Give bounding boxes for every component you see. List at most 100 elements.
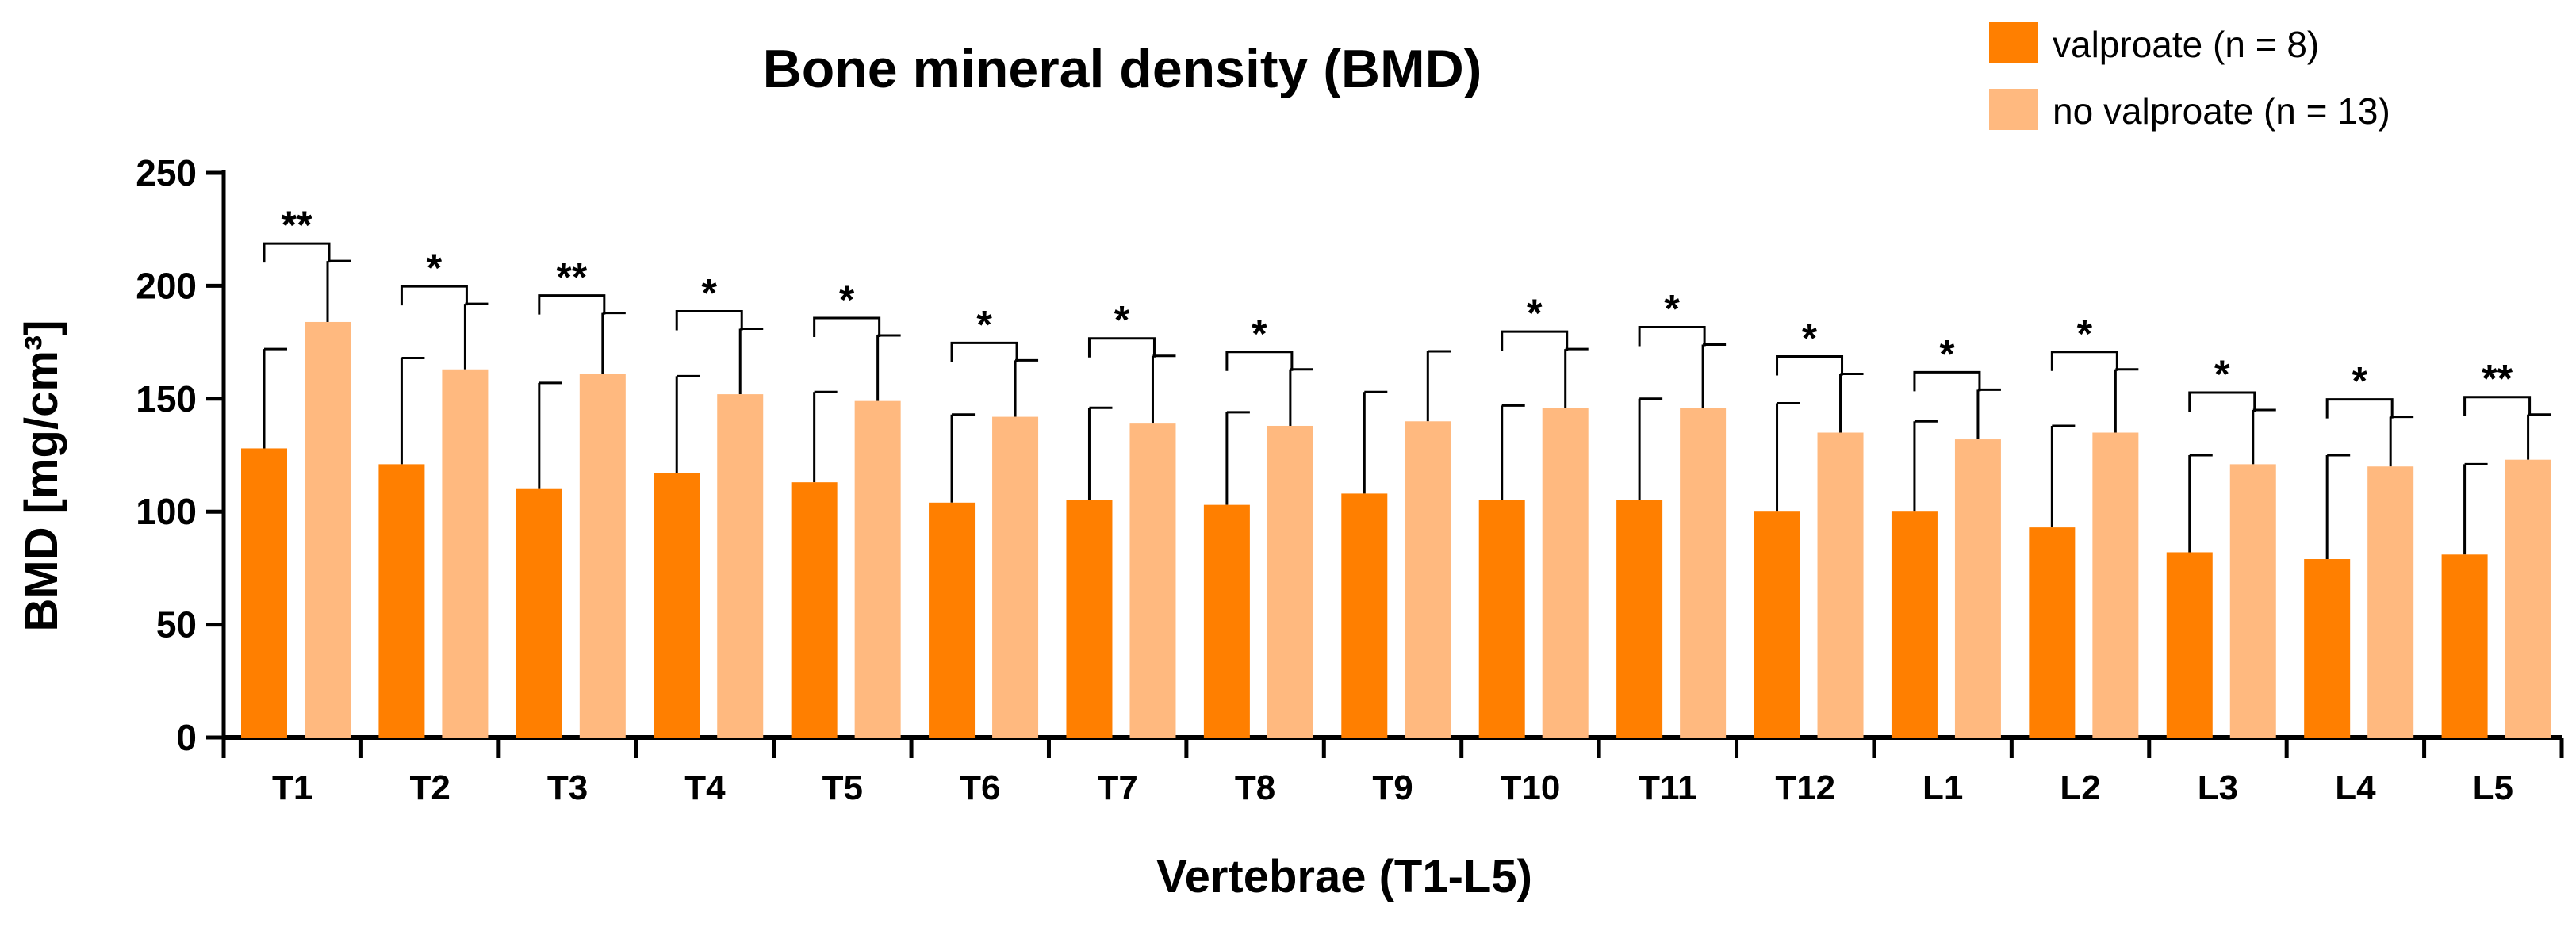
bar-valproate <box>2166 552 2213 738</box>
significance-marker: ** <box>282 203 312 247</box>
x-tick-label: L1 <box>1922 768 1963 807</box>
bar-no-valproate <box>1680 408 1727 738</box>
bar-valproate <box>241 448 287 738</box>
bar-no-valproate <box>1405 421 1451 738</box>
bar-valproate <box>654 473 700 738</box>
significance-bracket <box>2325 398 2394 419</box>
x-tick-label: T2 <box>409 768 450 807</box>
y-tick-label: 150 <box>136 378 197 420</box>
chart-title: Bone mineral density (BMD) <box>763 39 1482 99</box>
y-tick-label: 250 <box>136 152 197 193</box>
legend-swatch-no-valproate <box>1989 89 2038 130</box>
bar-valproate <box>378 464 425 738</box>
significance-bracket <box>2188 391 2256 412</box>
significance-marker: * <box>1527 291 1543 335</box>
x-tick-label: T3 <box>547 768 588 807</box>
x-tick-label: T8 <box>1235 768 1275 807</box>
bar-no-valproate <box>1954 439 2001 738</box>
x-tick-label: T11 <box>1639 768 1696 807</box>
significance-bracket <box>1913 370 1981 392</box>
x-tick-label: L3 <box>2198 768 2238 807</box>
x-tick-label: L4 <box>2335 768 2376 807</box>
bar-no-valproate <box>1129 423 1176 738</box>
x-tick-label: L5 <box>2473 768 2513 807</box>
x-axis-label: Vertebrae (T1-L5) <box>1156 851 1532 902</box>
bar-valproate <box>791 482 838 738</box>
bar-no-valproate <box>1542 408 1589 738</box>
x-tick-label: T9 <box>1372 768 1413 807</box>
y-tick-label: 100 <box>136 491 197 532</box>
x-tick-label: T10 <box>1500 768 1560 807</box>
bar-valproate <box>1066 500 1113 738</box>
y-axis-label-group: BMD [mg/cm³] <box>16 320 67 631</box>
y-tick-label: 0 <box>176 717 197 758</box>
x-tick-label: T1 <box>272 768 312 807</box>
bar-valproate <box>516 488 562 738</box>
bar-valproate <box>1203 504 1250 738</box>
bar-valproate <box>1891 511 1938 738</box>
bar-no-valproate <box>305 321 351 738</box>
legend: valproate (n = 8) no valproate (n = 13) <box>1989 22 2390 132</box>
significance-marker: * <box>2352 359 2367 404</box>
legend-swatch-valproate <box>1989 22 2038 63</box>
x-tick-label: T5 <box>822 768 863 807</box>
bar-valproate <box>929 502 976 738</box>
bar-valproate <box>2304 559 2351 738</box>
significance-bracket <box>1225 351 1294 371</box>
bar-valproate <box>2029 527 2076 738</box>
bar-no-valproate <box>2092 432 2139 738</box>
bar-no-valproate <box>579 374 626 738</box>
significance-bracket <box>400 285 468 306</box>
plot-area: 050100150200250T1**T2*T3**T4*T5*T6*T7*T8… <box>136 152 2564 807</box>
significance-marker: ** <box>556 255 587 300</box>
bar-valproate <box>1341 493 1388 738</box>
x-tick-label: T4 <box>684 768 726 807</box>
bar-valproate <box>2441 554 2488 738</box>
significance-bracket <box>2050 351 2118 371</box>
x-tick-label: L2 <box>2060 768 2100 807</box>
significance-bracket <box>263 242 331 263</box>
significance-bracket <box>538 294 606 315</box>
significance-marker: * <box>1939 331 1955 376</box>
x-tick-label: T12 <box>1775 768 1835 807</box>
significance-bracket <box>1776 354 1844 376</box>
bar-no-valproate <box>992 416 1039 738</box>
significance-marker: * <box>2214 352 2230 397</box>
x-tick-label: T7 <box>1097 768 1137 807</box>
bar-valproate <box>1616 500 1663 738</box>
significance-bracket <box>1087 337 1156 358</box>
bar-no-valproate <box>2367 466 2414 738</box>
bar-no-valproate <box>717 394 764 738</box>
bar-valproate <box>1478 500 1525 738</box>
y-axis-label: BMD [mg/cm³] <box>16 320 67 631</box>
significance-bracket <box>2463 396 2532 416</box>
bar-no-valproate <box>1267 425 1313 738</box>
significance-bracket <box>813 316 881 338</box>
significance-marker: * <box>1664 286 1680 331</box>
bar-valproate <box>1754 511 1800 738</box>
bar-no-valproate <box>854 400 901 738</box>
legend-label-valproate: valproate (n = 8) <box>2053 24 2319 65</box>
y-tick-label: 200 <box>136 265 197 306</box>
significance-bracket <box>1501 330 1569 351</box>
significance-marker: * <box>1802 316 1818 360</box>
legend-label-no-valproate: no valproate (n = 13) <box>2053 90 2390 132</box>
significance-marker: * <box>702 271 718 316</box>
x-tick-label: T6 <box>960 768 1000 807</box>
bar-no-valproate <box>442 369 489 738</box>
significance-marker: * <box>1252 312 1267 356</box>
bar-no-valproate <box>1817 432 1864 738</box>
significance-marker: * <box>976 302 992 347</box>
significance-marker: * <box>2077 312 2093 356</box>
significance-marker: * <box>1114 298 1130 343</box>
y-tick-label: 50 <box>156 604 197 646</box>
significance-bracket <box>1638 325 1706 347</box>
significance-bracket <box>950 341 1018 362</box>
significance-bracket <box>675 310 743 331</box>
significance-marker: ** <box>2482 357 2513 401</box>
significance-marker: * <box>427 246 443 290</box>
bar-no-valproate <box>2505 459 2551 738</box>
significance-marker: * <box>839 278 855 322</box>
